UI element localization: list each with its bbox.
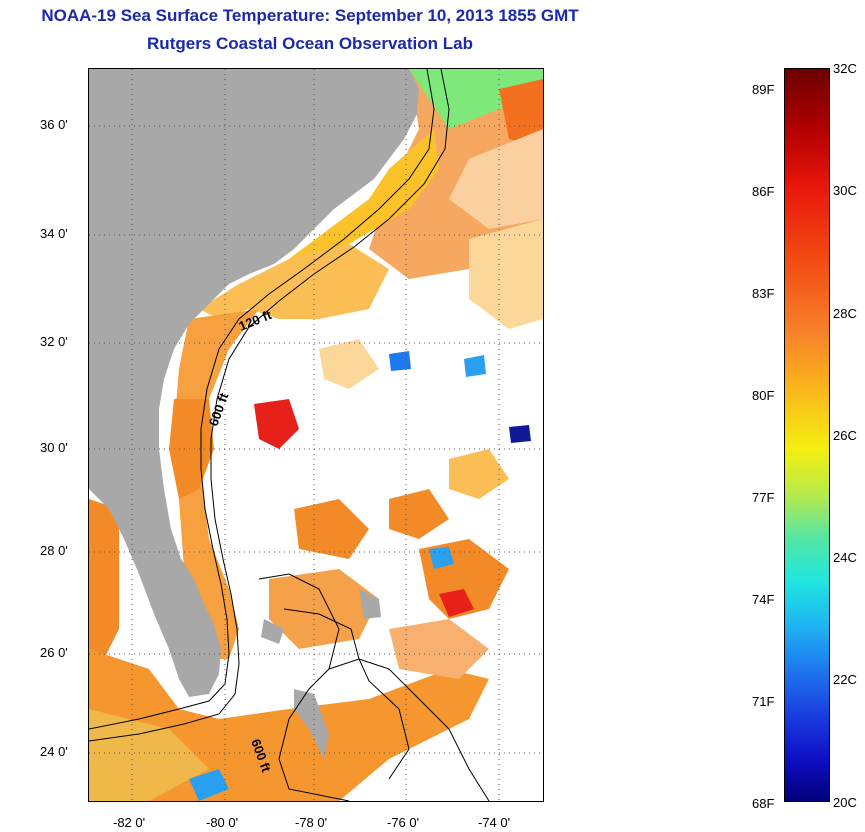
lon-label: -82 0' <box>113 815 146 830</box>
colorbar-label-c: 26C <box>833 428 857 443</box>
lat-label: 30 0' <box>40 440 68 455</box>
lat-label: 26 0' <box>40 645 68 660</box>
lon-label: -78 0' <box>295 815 328 830</box>
lat-label: 24 0' <box>40 744 68 759</box>
colorbar-label-f: 71F <box>752 694 775 709</box>
colorbar-label-f: 74F <box>752 592 775 607</box>
land-masses <box>89 69 419 759</box>
colorbar-label-f: 89F <box>752 82 775 97</box>
colorbar-label-c: 22C <box>833 672 857 687</box>
temperature-colorbar <box>784 68 830 802</box>
colorbar-label-c: 20C <box>833 795 857 810</box>
colorbar-label-c: 32C <box>833 61 857 76</box>
sst-map: 120 ft 600 ft 600 ft <box>88 68 544 802</box>
lat-label: 32 0' <box>40 334 68 349</box>
colorbar-label-f: 80F <box>752 388 775 403</box>
colorbar-label-f: 83F <box>752 286 775 301</box>
colorbar-label-f: 86F <box>752 184 775 199</box>
colorbar-label-c: 24C <box>833 550 857 565</box>
graticule <box>89 69 543 801</box>
map-subtitle: Rutgers Coastal Ocean Observation Lab <box>147 34 473 53</box>
lat-label: 28 0' <box>40 543 68 558</box>
lon-label: -80 0' <box>206 815 239 830</box>
lon-label: -74 0' <box>478 815 511 830</box>
sst-map-svg: 120 ft 600 ft 600 ft <box>89 69 543 801</box>
sst-patches <box>89 69 543 801</box>
lon-label: -76 0' <box>387 815 420 830</box>
map-title: NOAA-19 Sea Surface Temperature: Septemb… <box>41 6 579 25</box>
colorbar-label-c: 30C <box>833 183 857 198</box>
isobaths <box>89 69 490 801</box>
colorbar-label-c: 28C <box>833 306 857 321</box>
lat-label: 34 0' <box>40 226 68 241</box>
lat-label: 36 0' <box>40 117 68 132</box>
colorbar-label-f: 77F <box>752 490 775 505</box>
colorbar-label-f: 68F <box>752 796 775 811</box>
